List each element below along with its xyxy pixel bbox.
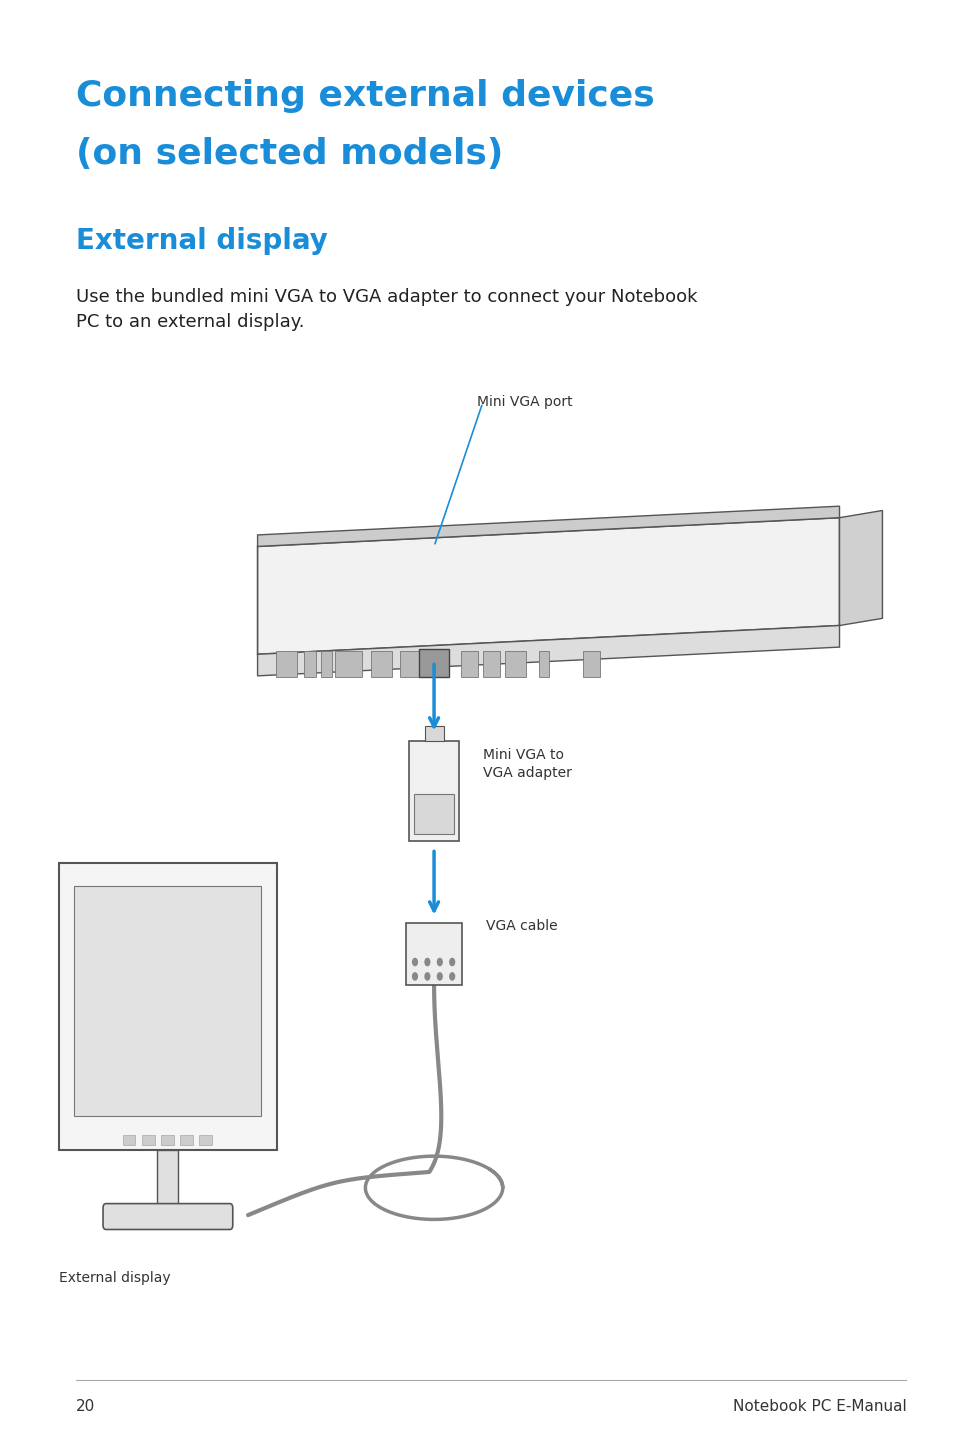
FancyBboxPatch shape (320, 651, 332, 677)
Text: Notebook PC E-Manual: Notebook PC E-Manual (732, 1399, 905, 1414)
Text: Connecting external devices: Connecting external devices (76, 79, 655, 114)
FancyBboxPatch shape (74, 886, 261, 1116)
Text: Mini VGA to
VGA adapter: Mini VGA to VGA adapter (482, 748, 571, 781)
FancyBboxPatch shape (123, 1135, 135, 1145)
Polygon shape (839, 510, 882, 626)
FancyBboxPatch shape (482, 651, 499, 677)
FancyBboxPatch shape (504, 651, 525, 677)
Circle shape (436, 974, 442, 981)
FancyBboxPatch shape (161, 1135, 173, 1145)
Circle shape (449, 959, 454, 966)
FancyBboxPatch shape (103, 1204, 233, 1229)
FancyBboxPatch shape (399, 651, 420, 677)
FancyBboxPatch shape (460, 651, 477, 677)
Circle shape (424, 974, 429, 981)
Circle shape (436, 959, 442, 966)
Circle shape (449, 974, 454, 981)
Circle shape (412, 959, 416, 966)
Text: External display: External display (76, 227, 328, 255)
Text: VGA cable: VGA cable (485, 919, 557, 933)
FancyBboxPatch shape (424, 726, 443, 741)
Polygon shape (257, 518, 839, 654)
Text: Use the bundled mini VGA to VGA adapter to connect your Notebook
PC to an extern: Use the bundled mini VGA to VGA adapter … (76, 288, 697, 331)
Text: Mini VGA port: Mini VGA port (476, 395, 572, 410)
Circle shape (424, 959, 429, 966)
FancyBboxPatch shape (335, 651, 361, 677)
FancyBboxPatch shape (275, 651, 296, 677)
FancyBboxPatch shape (409, 741, 458, 841)
FancyBboxPatch shape (59, 863, 276, 1150)
FancyBboxPatch shape (414, 794, 454, 834)
Polygon shape (257, 626, 839, 676)
FancyBboxPatch shape (304, 651, 315, 677)
Circle shape (412, 974, 416, 981)
Text: 20: 20 (76, 1399, 95, 1414)
FancyBboxPatch shape (419, 651, 448, 677)
Polygon shape (257, 506, 839, 546)
FancyBboxPatch shape (371, 651, 392, 677)
FancyBboxPatch shape (538, 651, 548, 677)
FancyBboxPatch shape (157, 1150, 178, 1208)
FancyBboxPatch shape (582, 651, 599, 677)
Text: External display: External display (59, 1271, 171, 1286)
FancyBboxPatch shape (418, 649, 449, 677)
Text: (on selected models): (on selected models) (76, 137, 503, 171)
FancyBboxPatch shape (199, 1135, 212, 1145)
FancyBboxPatch shape (142, 1135, 154, 1145)
FancyBboxPatch shape (406, 923, 461, 985)
FancyBboxPatch shape (180, 1135, 193, 1145)
